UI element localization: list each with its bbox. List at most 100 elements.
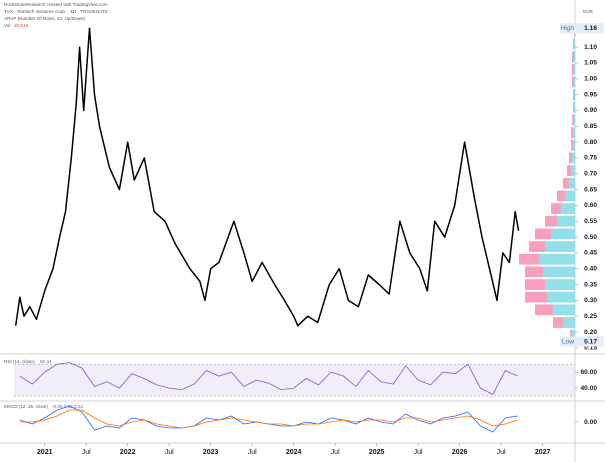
profile-down [535,304,553,316]
profile-down [570,329,572,341]
y-tick-label: 60.00 [580,369,597,376]
indicator: VRVP (Number Of Rows, 42, Up/Down) [4,16,85,21]
currency: EUR [583,9,593,14]
profile-down [551,203,561,214]
watermark: RockstoneResearch created with TradingVi… [4,2,108,7]
profile-up [574,114,575,126]
volume-value: 20.51K [14,23,29,28]
profile-down [572,114,574,126]
symbol: TVX · Tearlach Ventures Corp. · 1D · TRA… [4,9,108,14]
x-tick-label: Jul [165,449,174,456]
y-tick-label: 1.00 [584,76,597,83]
y-tick-label: 0.80 [584,139,597,146]
y-tick-label: 0.95 [584,91,597,98]
profile-up [574,76,575,88]
x-tick-label: 2025 [369,449,385,456]
x-tick-label: 2021 [37,449,53,456]
y-tick-label: 0.50 [584,234,597,241]
profile-up [545,241,575,252]
profile-down [563,177,569,189]
low-label: Low [562,338,574,345]
profile-up [551,228,575,240]
rsi-band [14,364,575,397]
profile-up [574,51,575,63]
profile-down [571,139,573,151]
panel-title: MACD (12, 26, close) [4,404,48,409]
y-tick-label: 0.00 [584,419,597,426]
high-value: 1.16 [584,25,597,32]
y-tick-label: 0.25 [584,313,597,320]
panel-title: RSI (14, close) [4,359,35,364]
x-tick-label: Jul [414,449,423,456]
profile-up [561,203,575,214]
x-tick-label: Jul [331,449,340,456]
y-tick-label: 0.60 [584,202,597,209]
y-tick-label: 1.05 [584,60,597,67]
profile-up [547,291,575,303]
profile-up [563,317,575,328]
x-tick-label: 2027 [535,449,551,456]
y-tick-label: 1.10 [584,44,597,51]
y-tick-label: 0.65 [584,186,597,193]
low-value: 0.17 [584,338,597,345]
profile-up [543,266,575,278]
profile-down [573,89,574,101]
profile-up [574,63,575,75]
x-tick-label: Jul [497,449,506,456]
x-tick-label: 2022 [120,449,136,456]
profile-up [573,139,575,151]
profile-up [572,329,575,341]
profile-down [571,127,573,138]
panel-value: 50.44 [40,359,52,364]
profile-down [535,228,551,240]
profile-down [573,101,574,113]
profile-up [574,89,575,101]
profile-up [569,177,575,189]
profile-up [571,165,575,176]
profile-down [569,152,572,164]
profile-up [572,152,575,164]
y-tick-label: 0.30 [584,297,597,304]
y-tick-label: 0.90 [584,107,597,114]
series-line [19,409,518,429]
y-tick-label: 0.55 [584,218,597,225]
high-box [560,23,604,34]
y-tick-label: 0.20 [584,329,597,336]
profile-up [557,215,575,227]
profile-down [525,266,543,278]
profile-down [529,241,545,252]
profile-up [539,253,575,265]
low-box [560,336,604,347]
high-label: High [560,25,574,32]
profile-down [567,165,571,176]
y-tick-label: 0.45 [584,250,597,257]
y-tick-label: 0.75 [584,155,597,162]
series-line [14,27,520,327]
profile-down [572,51,574,63]
panel-value: -0.00 0.02 0.02 [52,404,83,409]
profile-down [525,291,547,303]
series-line [19,362,518,395]
profile-down [519,253,539,265]
profile-up [574,38,575,50]
profile-down [573,38,574,50]
profile-up [553,304,575,316]
y-tick-label: 0.15 [584,345,597,352]
profile-down [525,279,545,290]
series-line [19,405,518,433]
x-tick-label: 2026 [452,449,468,456]
y-tick-label: 0.35 [584,281,597,288]
y-tick-label: 0.85 [584,123,597,130]
x-tick-label: 2023 [203,449,219,456]
x-tick-label: Jul [82,449,91,456]
volume-label: Vol [4,23,10,28]
profile-down [572,63,574,75]
profile-up [565,190,575,202]
profile-down [572,76,574,88]
profile-up [573,127,575,138]
profile-down [545,215,557,227]
x-tick-label: Jul [248,449,257,456]
y-tick-label: 0.70 [584,171,597,178]
profile-down [557,190,565,202]
